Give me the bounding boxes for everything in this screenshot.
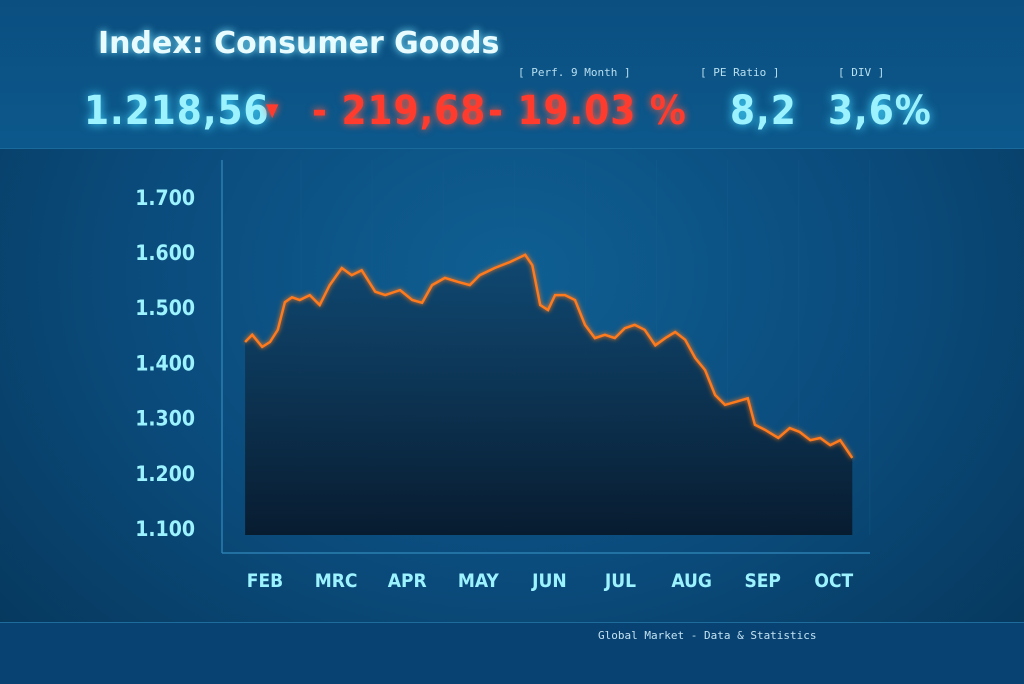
x-tick-label: MRC [315,570,358,592]
footer-text: Global Market - Data & Statistics [598,629,817,642]
change-percent: - 19.03 % [488,88,687,134]
x-tick-label: SEP [744,570,781,592]
footer-band [0,622,1024,684]
div-label: [ DIV ] [838,66,885,79]
change-points: - 219,68 [312,88,487,134]
series-line-index [244,253,854,459]
y-tick-label: 1.600 [135,241,195,265]
y-tick-label: 1.700 [135,186,195,210]
y-tick-label: 1.300 [135,407,195,431]
y-tick-label: 1.500 [135,296,195,320]
x-tick-label: JUN [531,570,567,592]
down-triangle-icon: ▼ [266,100,280,121]
index-value: 1.218,56 [84,88,270,134]
perf-label: [ Perf. 9 Month ] [518,66,631,79]
x-tick-label: FEB [247,570,283,592]
y-tick-label: 1.200 [135,462,195,486]
x-tick-label: APR [388,570,427,592]
page-title: Index: Consumer Goods [98,26,500,61]
pe-value: 8,2 [730,88,797,134]
y-tick-label: 1.100 [135,517,195,541]
x-tick-label: AUG [671,570,712,592]
header-band [0,0,1024,149]
x-tick-label: JUL [604,570,636,592]
area-fill [245,254,853,536]
x-tick-label: MAY [458,570,499,592]
div-value: 3,6% [828,88,932,134]
y-tick-label: 1.400 [135,351,195,375]
x-tick-label: OCT [814,570,853,592]
pe-label: [ PE Ratio ] [700,66,780,79]
